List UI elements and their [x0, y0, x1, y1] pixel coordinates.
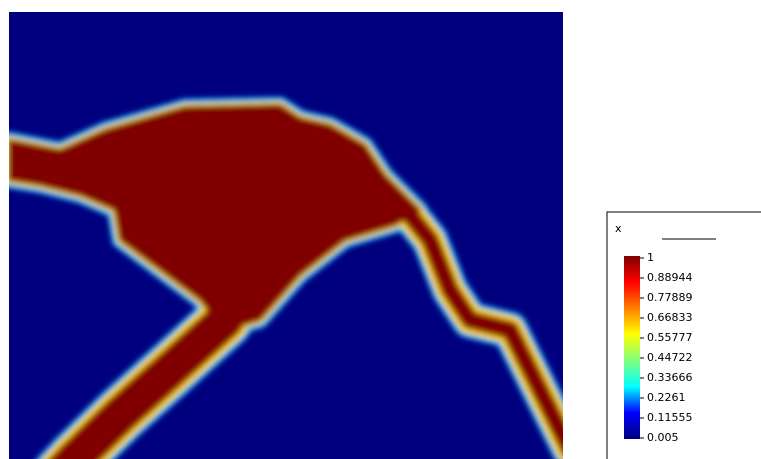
colorbar-tick-label: 0.55777 [647, 331, 693, 344]
colorbar-tick-label: 0.88944 [647, 271, 693, 284]
colorbar-tick-label: 1 [647, 251, 654, 264]
field-plot [9, 12, 563, 459]
field [9, 97, 563, 459]
colorbar-tick-label: 0.66833 [647, 311, 693, 324]
colorbar-tick-label: 0.005 [647, 431, 679, 444]
colorbar-tick-label: 0.77889 [647, 291, 693, 304]
colorbar-title: x [615, 222, 622, 235]
colorbar-tick-label: 0.33666 [647, 371, 693, 384]
colorbar [624, 256, 640, 439]
field-core [9, 104, 563, 459]
colorbar-tick-label: 0.2261 [647, 391, 686, 404]
colorbar-tick-label: 0.44722 [647, 351, 693, 364]
colorbar-tick-label: 0.11555 [647, 411, 693, 424]
